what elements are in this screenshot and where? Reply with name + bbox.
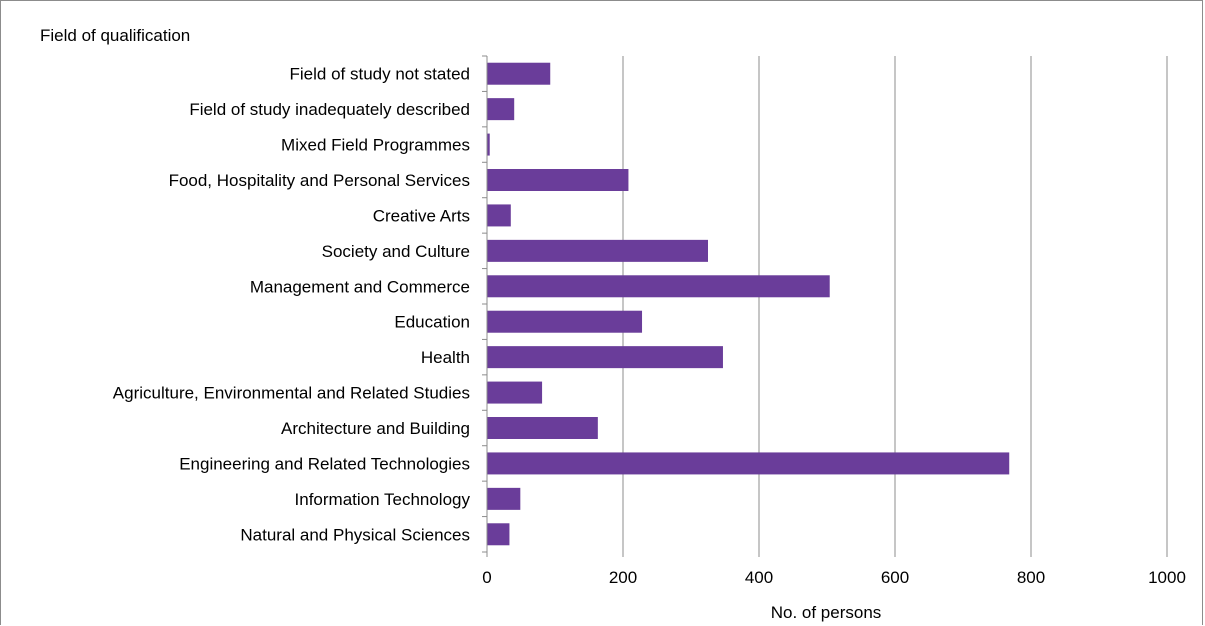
gridlines [622, 56, 1168, 552]
bar [487, 523, 510, 546]
bar [487, 275, 830, 298]
bar [487, 310, 643, 333]
x-tick-label: 400 [745, 568, 773, 587]
bar [487, 417, 598, 439]
category-label: Mixed Field Programmes [281, 136, 470, 155]
y-axis-title: Field of qualification [40, 26, 190, 45]
category-label: Education [394, 313, 470, 332]
bars [487, 62, 1010, 546]
bar [487, 133, 490, 156]
bar [487, 62, 551, 85]
x-tick-label: 200 [609, 568, 637, 587]
category-label: Agriculture, Environmental and Related S… [113, 384, 470, 403]
category-label: Information Technology [295, 490, 471, 509]
bar [487, 98, 515, 121]
category-label: Natural and Physical Sciences [240, 525, 470, 544]
x-tick-label: 1000 [1148, 568, 1186, 587]
axes [482, 55, 1168, 557]
category-label: Engineering and Related Technologies [179, 454, 470, 473]
bar [487, 346, 723, 369]
category-label: Field of study inadequately described [189, 100, 470, 119]
bar [487, 169, 629, 191]
category-labels: Field of study not stated Field of study … [113, 65, 471, 545]
category-label: Field of study not stated [290, 65, 471, 84]
x-tick-label: 800 [1017, 568, 1045, 587]
bar [487, 452, 1010, 475]
bar [487, 381, 543, 404]
tick-labels: 0 200 400 600 800 1000 [482, 568, 1186, 587]
category-label: Society and Culture [322, 242, 470, 261]
bar [487, 487, 521, 510]
bar [487, 239, 708, 262]
x-tick-label: 600 [881, 568, 909, 587]
category-label: Creative Arts [373, 206, 470, 225]
category-label: Food, Hospitality and Personal Services [169, 171, 470, 190]
bar [487, 204, 511, 227]
x-axis-title: No. of persons [771, 603, 882, 622]
category-label: Management and Commerce [250, 277, 470, 296]
x-tick-label: 0 [482, 568, 491, 587]
category-label: Architecture and Building [281, 419, 470, 438]
category-label: Health [421, 348, 470, 367]
